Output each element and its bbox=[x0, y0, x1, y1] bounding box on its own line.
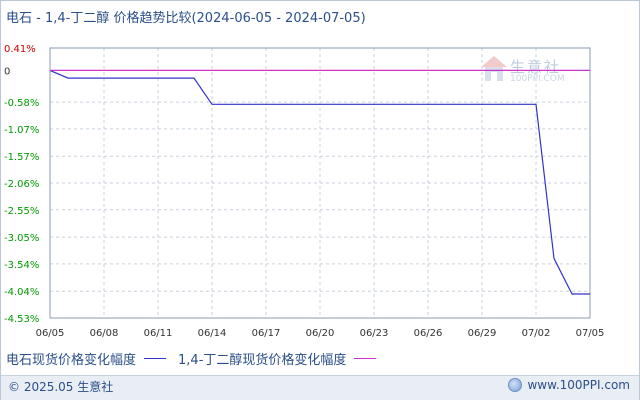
x-tick-label: 06/08 bbox=[90, 328, 119, 339]
chart-legend: 电石现货价格变化幅度 1,4-丁二醇现货价格变化幅度 bbox=[6, 349, 388, 368]
chart-title-main: 电石 - 1,4-丁二醇 价格趋势比较 bbox=[6, 11, 192, 26]
legend-label-series-2: 1,4-丁二醇现货价格变化幅度 bbox=[178, 352, 347, 368]
x-tick-label: 06/14 bbox=[198, 328, 227, 339]
watermark-url: 100PPI.COM bbox=[510, 74, 565, 84]
y-tick-label: -4.04% bbox=[4, 287, 39, 298]
y-tick-label: -2.55% bbox=[4, 206, 39, 217]
x-tick-labels: 06/05 06/08 06/11 06/14 06/17 06/20 06/23 06/26… bbox=[36, 328, 605, 339]
x-tick-label: 06/20 bbox=[306, 328, 335, 339]
series-layer bbox=[49, 69, 590, 295]
y-tick-label: 0.41% bbox=[4, 44, 36, 55]
y-tick-label: -1.07% bbox=[4, 125, 39, 136]
globe-icon bbox=[508, 378, 523, 392]
y-tick-label: -3.54% bbox=[4, 260, 39, 271]
line-chart: 0.41% 0 -0.58% -1.07% -1.57% -2.06% -2.55% -3.0… bbox=[4, 44, 605, 339]
grid-layer bbox=[49, 47, 591, 319]
x-tick-label: 06/11 bbox=[144, 328, 173, 339]
legend-label-series-1: 电石现货价格变化幅度 bbox=[6, 352, 137, 368]
watermark: 生意社 100PPI.COM bbox=[480, 54, 580, 90]
y-tick-labels: 0.41% 0 -0.58% -1.07% -1.57% -2.06% -2.55% -3.0… bbox=[4, 44, 39, 325]
x-tick-label: 06/05 bbox=[36, 328, 65, 339]
series-line-1 bbox=[49, 69, 590, 295]
footer-copyright: © 2025.05 生意社 bbox=[8, 380, 114, 394]
legend-swatch-series-2 bbox=[354, 357, 377, 359]
legend-swatch-series-1 bbox=[144, 357, 167, 359]
x-tick-label: 06/17 bbox=[252, 328, 281, 339]
x-tick-label: 06/26 bbox=[414, 328, 443, 339]
y-tick-label: -3.05% bbox=[4, 233, 39, 244]
footer-site-link[interactable]: www.100PPI.com bbox=[527, 378, 630, 392]
x-tick-label: 06/23 bbox=[360, 328, 389, 339]
axis-layer bbox=[49, 47, 591, 319]
watermark-name: 生意社 bbox=[510, 58, 562, 76]
y-tick-label: -2.06% bbox=[4, 179, 39, 190]
x-tick-label: 07/02 bbox=[522, 328, 551, 339]
plot-border bbox=[49, 47, 591, 319]
chart-title-range: (2024-06-05 - 2024-07-05) bbox=[191, 11, 366, 26]
y-tick-label: -0.58% bbox=[4, 98, 39, 109]
y-tick-label: 0 bbox=[4, 66, 10, 77]
x-tick-label: 07/05 bbox=[576, 328, 605, 339]
y-tick-label: -4.53% bbox=[4, 314, 39, 325]
footer-bar bbox=[1, 375, 639, 400]
footer-site[interactable]: www.100PPI.com bbox=[508, 378, 630, 392]
x-tick-label: 06/29 bbox=[468, 328, 497, 339]
chart-title: 电石 - 1,4-丁二醇 价格趋势比较(2024-06-05 - 2024-07… bbox=[6, 7, 366, 26]
y-tick-label: -1.57% bbox=[4, 152, 39, 163]
